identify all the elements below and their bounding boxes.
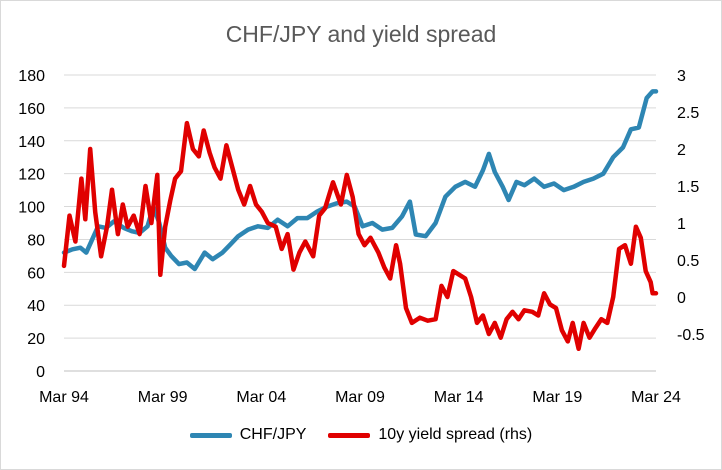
legend-swatch-yield-spread bbox=[328, 432, 371, 438]
y-left-tick-label: 80 bbox=[27, 232, 45, 249]
x-tick-label: Mar 19 bbox=[532, 389, 582, 406]
y-right-tick-label: 0 bbox=[677, 290, 686, 307]
y-left-tick-label: 160 bbox=[18, 101, 45, 118]
x-tick-label: Mar 04 bbox=[236, 389, 286, 406]
x-tick-label: Mar 14 bbox=[434, 389, 484, 406]
chart-title: CHF/JPY and yield spread bbox=[225, 21, 497, 47]
legend-item-chf-jpy: CHF/JPY bbox=[189, 426, 307, 444]
x-tick-label: Mar 99 bbox=[138, 389, 188, 406]
y-left-tick-label: 100 bbox=[18, 200, 45, 217]
y-left-tick-label: 40 bbox=[27, 298, 45, 315]
y-right-tick-label: -0.5 bbox=[677, 327, 705, 344]
x-tick-label: Mar 09 bbox=[335, 389, 385, 406]
y-left-tick-label: 180 bbox=[18, 68, 45, 85]
y-right-tick-label: 0.5 bbox=[677, 253, 699, 270]
legend-item-yield-spread: 10y yield spread (rhs) bbox=[328, 426, 532, 444]
y-right-tick-label: 3 bbox=[677, 68, 686, 85]
legend-label-chf-jpy: CHF/JPY bbox=[239, 426, 307, 443]
legend-label-yield-spread: 10y yield spread (rhs) bbox=[378, 426, 533, 443]
x-tick-label: Mar 94 bbox=[39, 389, 89, 406]
y-left-tick-label: 140 bbox=[18, 134, 45, 151]
y-right-tick-label: 2.5 bbox=[677, 105, 699, 122]
x-tick-label: Mar 24 bbox=[631, 389, 681, 406]
series-line-yield-spread bbox=[61, 120, 659, 352]
legend: CHF/JPY 10y yield spread (rhs) bbox=[1, 426, 721, 444]
y-right-tick-label: 1.5 bbox=[677, 179, 699, 196]
legend-swatch-chf-jpy bbox=[189, 432, 232, 438]
series-line-chf-jpy bbox=[61, 89, 659, 272]
y-left-tick-label: 120 bbox=[18, 167, 45, 184]
y-right-tick-label: 2 bbox=[677, 142, 686, 159]
y-left-tick-label: 0 bbox=[36, 364, 45, 381]
y-left-tick-label: 20 bbox=[27, 331, 45, 348]
y-left-tick-label: 60 bbox=[27, 265, 45, 282]
y-right-tick-label: 1 bbox=[677, 216, 686, 233]
